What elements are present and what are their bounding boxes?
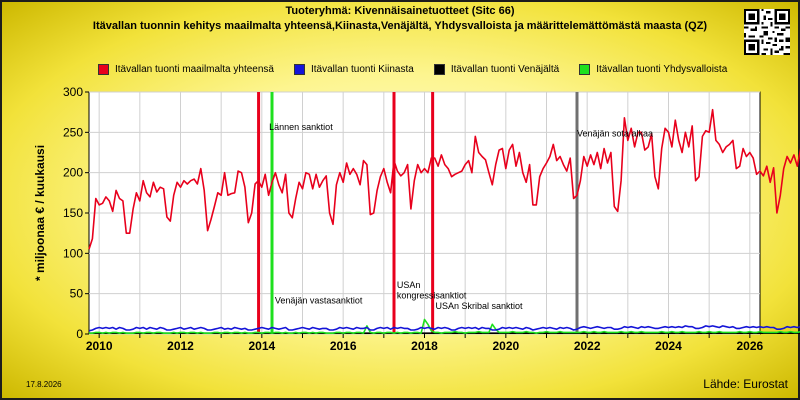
legend-label-china: Itävallan tuonti Kiinasta	[310, 63, 414, 75]
legend-label-russia: Itävallan tuonti Venäjältä	[450, 63, 560, 75]
chart-title: Tuoteryhmä: Kivennäisainetuotteet (Sitc …	[285, 5, 515, 17]
y-tick-label: 300	[63, 85, 83, 99]
event-annotation: USAn	[397, 280, 421, 290]
legend-label-world: Itävallan tuonti maailmalta yhteensä	[115, 63, 274, 75]
y-tick-label: 150	[63, 206, 83, 220]
y-tick-label: 200	[63, 166, 83, 180]
x-tick-label: 2014	[248, 339, 275, 353]
x-tick-label: 2018	[411, 339, 438, 353]
legend-swatch-world	[98, 63, 109, 75]
x-tick-label: 2016	[330, 339, 357, 353]
legend-entry-world: Itävallan tuonti maailmalta yhteensä	[98, 62, 274, 76]
event-annotation: Venäjän vastasanktiot	[275, 295, 363, 305]
series-line-0	[88, 108, 800, 250]
x-tick-label: 2022	[574, 339, 601, 353]
y-tick-label: 100	[63, 246, 83, 260]
y-tick-label: 250	[63, 125, 83, 139]
legend-swatch-usa	[579, 63, 591, 75]
y-axis-label: * miljoonaa € / kuukausi	[33, 145, 47, 281]
legend-entry-china: Itävallan tuonti Kiinasta	[293, 62, 414, 76]
series-line-3	[89, 318, 800, 335]
chart-subtitle: Itävallan tuonnin kehitys maailmalta yht…	[92, 20, 708, 32]
x-tick-label: 2026	[736, 339, 763, 353]
legend-entry-usa: Itävallan tuonti Yhdysvalloista	[579, 62, 727, 76]
legend-swatch-china	[293, 63, 305, 75]
legend-label-usa: Itävallan tuonti Yhdysvalloista	[596, 63, 728, 75]
y-tick-label: 50	[70, 287, 84, 301]
event-annotation: Venäjän sota alkaa	[577, 128, 653, 138]
legend-entry-russia: Itävallan tuonti Venäjältä	[433, 62, 560, 76]
event-annotation: Lännen sanktiot	[269, 122, 333, 132]
qr-code-icon	[744, 9, 790, 55]
date-label: 17.8.2026	[26, 380, 62, 389]
source-label: Lähde: Eurostat	[703, 377, 788, 391]
x-tick-label: 2010	[86, 339, 113, 353]
event-annotation: USAn Skribal sanktiot	[435, 301, 523, 311]
x-tick-label: 2024	[655, 339, 682, 353]
event-annotation: kongressisanktiot	[397, 291, 467, 301]
x-tick-label: 2012	[167, 339, 194, 353]
series-line-1	[88, 325, 800, 332]
chart-legend: Itävallan tuonti maailmalta yhteensä Itä…	[98, 62, 727, 76]
legend-swatch-russia	[433, 63, 445, 75]
y-tick-label: 0	[76, 327, 83, 341]
x-tick-label: 2020	[492, 339, 519, 353]
